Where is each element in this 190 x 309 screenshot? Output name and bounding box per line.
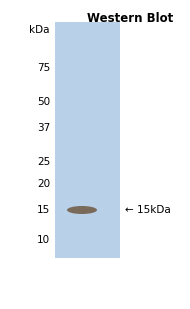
Ellipse shape: [67, 206, 97, 214]
Text: Western Blot: Western Blot: [87, 12, 173, 25]
Text: 50: 50: [37, 97, 50, 107]
Text: 10: 10: [37, 235, 50, 245]
Bar: [55, 22, 120, 258]
Text: ← 15kDa: ← 15kDa: [125, 205, 171, 215]
Text: 20: 20: [37, 179, 50, 189]
Text: 25: 25: [37, 157, 50, 167]
Text: 37: 37: [37, 123, 50, 133]
Text: kDa: kDa: [29, 25, 50, 35]
Text: 75: 75: [37, 63, 50, 73]
Text: 15: 15: [37, 205, 50, 215]
